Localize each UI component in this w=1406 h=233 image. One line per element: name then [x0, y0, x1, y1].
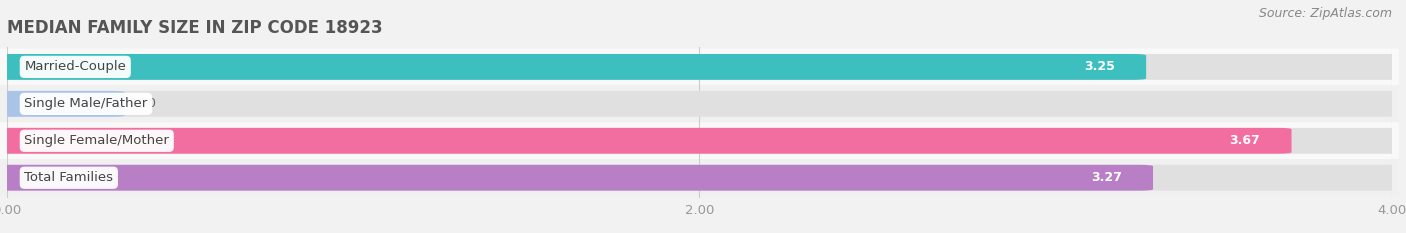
FancyBboxPatch shape [0, 165, 1406, 191]
Text: Source: ZipAtlas.com: Source: ZipAtlas.com [1258, 7, 1392, 20]
Text: 0.00: 0.00 [128, 97, 156, 110]
FancyBboxPatch shape [0, 128, 1292, 154]
FancyBboxPatch shape [0, 85, 1399, 122]
FancyBboxPatch shape [0, 128, 1406, 154]
FancyBboxPatch shape [0, 159, 1399, 196]
Text: Single Male/Father: Single Male/Father [24, 97, 148, 110]
Text: Total Families: Total Families [24, 171, 114, 184]
Text: 3.25: 3.25 [1084, 60, 1115, 73]
FancyBboxPatch shape [0, 122, 1399, 159]
FancyBboxPatch shape [0, 54, 1406, 80]
FancyBboxPatch shape [0, 48, 1399, 85]
Text: Married-Couple: Married-Couple [24, 60, 127, 73]
FancyBboxPatch shape [0, 54, 1146, 80]
FancyBboxPatch shape [0, 165, 1153, 191]
Text: Single Female/Mother: Single Female/Mother [24, 134, 169, 147]
Text: MEDIAN FAMILY SIZE IN ZIP CODE 18923: MEDIAN FAMILY SIZE IN ZIP CODE 18923 [7, 19, 382, 37]
Text: 3.27: 3.27 [1091, 171, 1122, 184]
Text: 3.67: 3.67 [1230, 134, 1260, 147]
FancyBboxPatch shape [0, 91, 125, 117]
FancyBboxPatch shape [0, 91, 1406, 117]
